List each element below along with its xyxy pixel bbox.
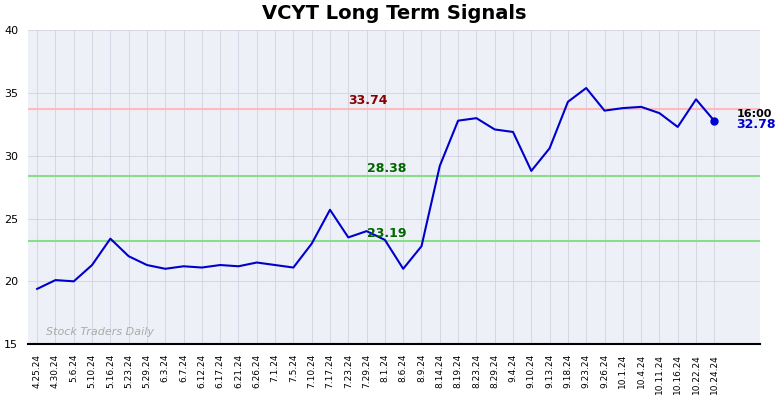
Text: 23.19: 23.19 [367,227,406,240]
Text: 32.78: 32.78 [736,118,776,131]
Text: 33.74: 33.74 [348,94,388,107]
Title: VCYT Long Term Signals: VCYT Long Term Signals [262,4,526,23]
Text: Stock Traders Daily: Stock Traders Daily [46,327,154,337]
Text: 28.38: 28.38 [367,162,406,175]
Text: 16:00: 16:00 [736,109,771,119]
